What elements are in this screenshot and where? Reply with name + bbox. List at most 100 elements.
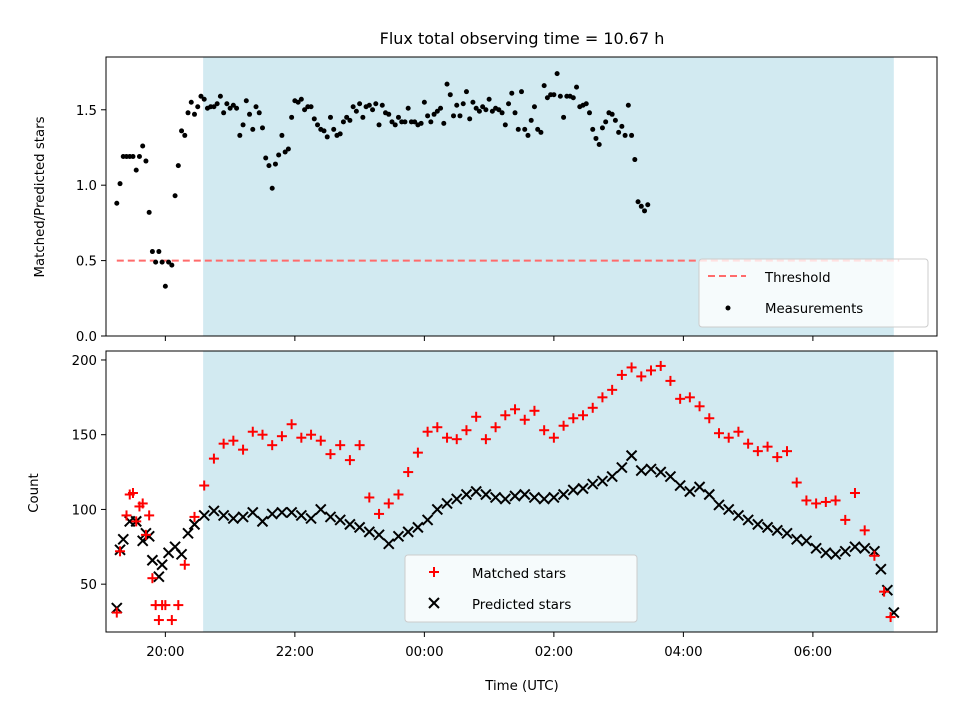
measurement-point bbox=[272, 161, 278, 167]
x-axis-label: Time (UTC) bbox=[484, 679, 559, 694]
measurement-point bbox=[473, 105, 479, 111]
measurement-point bbox=[237, 132, 243, 138]
measurement-point bbox=[360, 114, 366, 120]
measurement-point bbox=[214, 101, 220, 107]
measurement-point bbox=[285, 146, 291, 152]
predicted-star-point bbox=[188, 518, 201, 531]
matched-star-point bbox=[228, 435, 239, 446]
measurement-point bbox=[253, 104, 259, 110]
predicted-star-point bbox=[373, 529, 385, 541]
matched-star-point bbox=[199, 480, 210, 491]
matched-star-point bbox=[781, 446, 792, 457]
matched-star-point bbox=[830, 495, 841, 506]
measurement-point bbox=[266, 163, 272, 169]
measurement-point bbox=[528, 117, 534, 123]
predicted-star-point bbox=[713, 499, 725, 511]
measurement-point bbox=[460, 101, 466, 107]
matched-star-point bbox=[173, 600, 184, 611]
measurement-point bbox=[506, 101, 512, 107]
matched-star-point bbox=[626, 362, 637, 373]
matched-star-point bbox=[147, 573, 158, 584]
matched-star-point bbox=[500, 410, 511, 421]
top-y-tick-label: 1.0 bbox=[76, 179, 97, 194]
predicted-star-point bbox=[470, 485, 482, 498]
measurement-point bbox=[531, 104, 537, 110]
measurement-point bbox=[140, 143, 146, 149]
matched-star-point bbox=[137, 498, 148, 509]
matched-star-point bbox=[121, 510, 132, 521]
measurement-point bbox=[645, 202, 651, 208]
matched-star-point bbox=[558, 420, 569, 431]
matched-star-point bbox=[306, 429, 317, 440]
measurement-point bbox=[130, 154, 136, 160]
matched-star-point bbox=[879, 586, 890, 597]
measurement-point bbox=[243, 98, 249, 104]
measurement-point bbox=[619, 123, 625, 129]
bottom-panel: 20:00 22:00 00:00 02:00 04:00 06:00 50 100 150 2… bbox=[27, 350, 938, 694]
matched-star-point bbox=[684, 392, 695, 403]
predicted-star-point bbox=[266, 508, 278, 520]
measurement-point bbox=[428, 119, 434, 125]
matched-star-point bbox=[597, 392, 608, 403]
matched-star-point bbox=[393, 489, 404, 500]
predicted-star-point bbox=[175, 548, 188, 560]
measurement-point bbox=[557, 93, 563, 99]
chart-title: Flux total observing time = 10.67 h bbox=[380, 29, 665, 48]
predicted-star-point bbox=[383, 538, 395, 550]
measurement-point bbox=[496, 107, 502, 113]
measurement-point bbox=[412, 119, 418, 125]
matched-star-point bbox=[646, 365, 657, 376]
bottom-y-tick-label: 200 bbox=[72, 354, 97, 369]
predicted-star-point bbox=[334, 514, 346, 526]
matched-star-point bbox=[885, 612, 896, 623]
matched-star-point bbox=[160, 600, 171, 611]
predicted-star-point bbox=[237, 511, 249, 523]
measurement-point bbox=[499, 110, 505, 116]
measurement-point bbox=[259, 125, 265, 131]
measurement-point bbox=[353, 108, 359, 114]
matched-star-point bbox=[607, 384, 618, 395]
bottom-legend-box bbox=[404, 554, 638, 623]
predicted-star-point bbox=[781, 527, 793, 540]
measurement-point bbox=[373, 101, 379, 107]
predicted-star-point bbox=[460, 488, 473, 501]
measurement-point bbox=[486, 96, 492, 102]
measurement-point bbox=[331, 126, 337, 132]
measurement-point bbox=[470, 99, 476, 105]
measurement-point bbox=[136, 154, 142, 160]
measurement-point bbox=[480, 104, 486, 110]
measurement-point bbox=[489, 108, 495, 114]
matched-star-point bbox=[111, 607, 122, 618]
measurement-point bbox=[201, 96, 207, 102]
predicted-star-point bbox=[761, 521, 774, 534]
matched-star-point bbox=[713, 428, 724, 439]
measurement-point bbox=[256, 110, 262, 116]
measurement-point bbox=[593, 135, 599, 141]
measurement-point bbox=[463, 89, 469, 95]
measurement-point bbox=[405, 105, 411, 111]
measurement-point bbox=[444, 81, 450, 87]
measurement-point bbox=[389, 119, 395, 125]
measurement-point bbox=[438, 105, 444, 111]
measurement-point bbox=[551, 92, 557, 98]
predicted-star-point bbox=[723, 503, 735, 516]
matched-star-point bbox=[471, 411, 482, 422]
measurement-point bbox=[386, 111, 392, 117]
matched-star-point bbox=[655, 360, 666, 371]
predicted-star-point bbox=[810, 542, 822, 555]
matched-star-point bbox=[791, 477, 802, 488]
matched-star-point bbox=[432, 422, 443, 433]
measurement-point bbox=[289, 114, 295, 120]
measurement-point bbox=[509, 90, 515, 96]
predicted-star-point bbox=[402, 526, 414, 538]
measurement-point bbox=[370, 107, 376, 113]
measurement-point bbox=[583, 101, 589, 107]
measurement-point bbox=[198, 93, 204, 99]
matched-star-point bbox=[762, 441, 773, 452]
measurement-point bbox=[392, 122, 398, 128]
bottom-x-tick-label: 02:00 bbox=[535, 645, 573, 660]
predicted-star-point bbox=[829, 548, 842, 560]
measurement-point bbox=[302, 107, 308, 113]
measurement-point bbox=[182, 132, 188, 138]
